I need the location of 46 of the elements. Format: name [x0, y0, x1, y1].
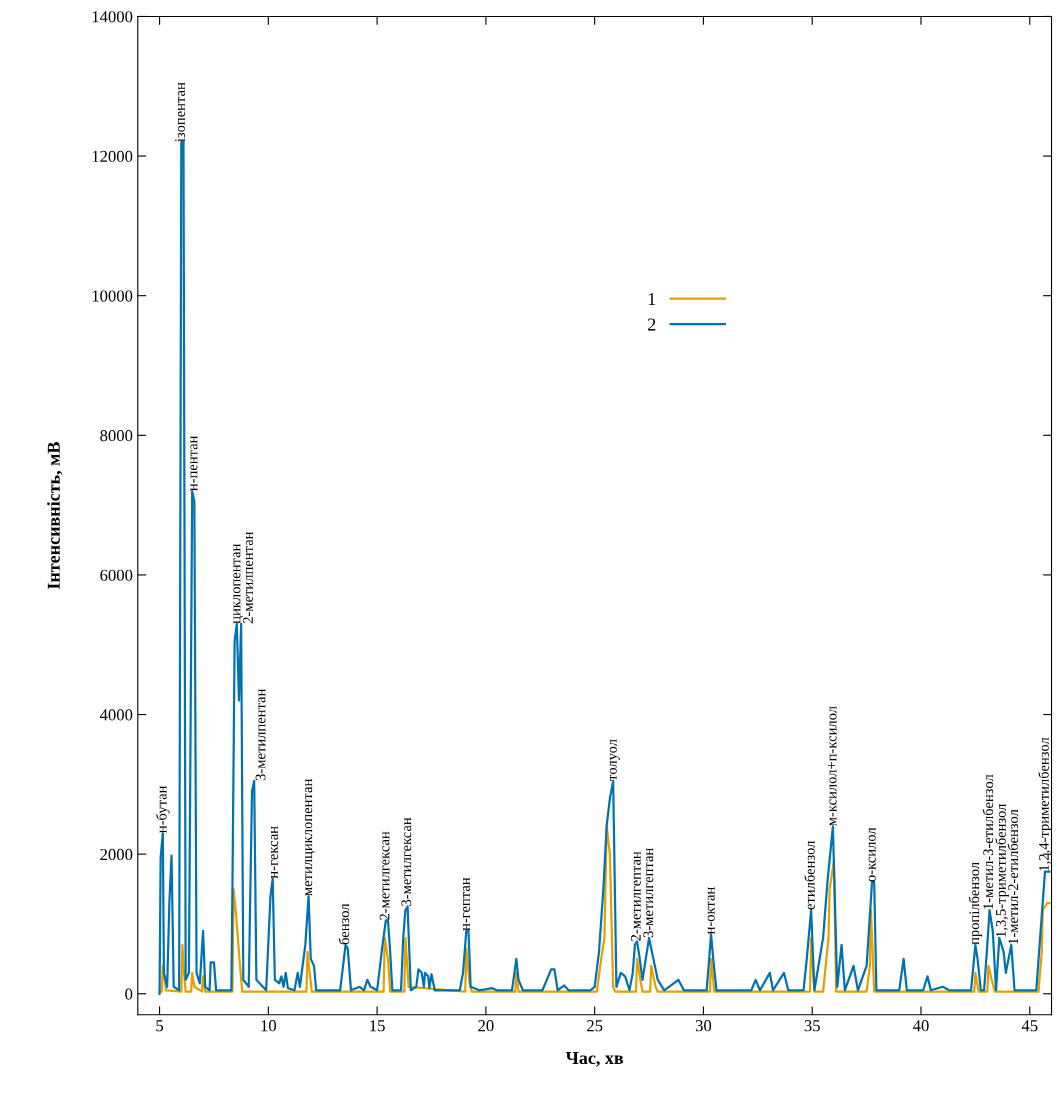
- annotation: 1-метил-3-етилбензол: [982, 774, 994, 909]
- x-tick-label: 25: [587, 1020, 603, 1032]
- annotation: н-октан: [707, 887, 715, 935]
- x-tick-label: 20: [478, 1020, 494, 1032]
- y-tick-label: 12000: [92, 150, 133, 163]
- y-tick-label: 6000: [100, 569, 133, 581]
- y-tick-label: 8000: [100, 430, 133, 442]
- annotation: н-гексан: [270, 826, 278, 879]
- x-tick-label: 5: [156, 1020, 164, 1032]
- annotation: 3-метилгептан: [643, 848, 654, 938]
- annotation: етилбензол: [804, 840, 815, 910]
- annotation: м-ксилол+п-ксилол: [828, 706, 837, 826]
- y-tick-label: 14000: [92, 11, 133, 23]
- annotation: 2-метилпентан: [243, 531, 253, 624]
- x-tick-label: 40: [912, 1020, 929, 1032]
- annotation: толуол: [609, 739, 620, 781]
- y-tick-label: 4000: [99, 709, 133, 721]
- annotation: н-бутан: [156, 785, 170, 833]
- x-tick-label: 15: [370, 1020, 385, 1032]
- annotation: 2-метилгексан: [379, 831, 390, 920]
- annotation: бензол: [338, 903, 350, 945]
- x-tick-label: 35: [804, 1020, 820, 1032]
- annotation: н-пентан: [190, 435, 198, 491]
- line-series: [158, 141, 1051, 995]
- annotation: ізопентан: [175, 82, 185, 142]
- annotation: циклопентан: [233, 543, 244, 624]
- annotation: пропілбензол: [968, 862, 983, 945]
- annotation: 3-метилгексан: [401, 817, 412, 906]
- annotation: 3-метилпентан: [255, 688, 266, 781]
- annotation: н-гептан: [462, 877, 470, 931]
- annotation: 1-метил-2-етилбензол: [1007, 809, 1019, 944]
- annotation: 1,2,4-триметилбензол: [1038, 737, 1052, 871]
- x-tick-label: 30: [695, 1020, 712, 1032]
- y-tick-label: 2000: [100, 848, 133, 861]
- annotation: 1,3,5-триметилбензол: [995, 803, 1009, 937]
- x-tick-label: 10: [261, 1020, 277, 1032]
- y-axis-title: Інтенсивність, мВ: [47, 442, 63, 590]
- y-tick-label: 0: [125, 988, 133, 1000]
- x-tick-label: 45: [1021, 1020, 1038, 1032]
- y-tick-label: 10000: [92, 290, 133, 302]
- annotation: 2-метилгептан: [630, 851, 641, 941]
- annotation: метилциклопентан: [305, 779, 315, 896]
- legend-label: 1: [648, 292, 656, 305]
- x-axis-title: Час, хв: [565, 1052, 624, 1067]
- legend-label: 2: [648, 318, 656, 331]
- annotation: о-ксилол: [868, 827, 876, 882]
